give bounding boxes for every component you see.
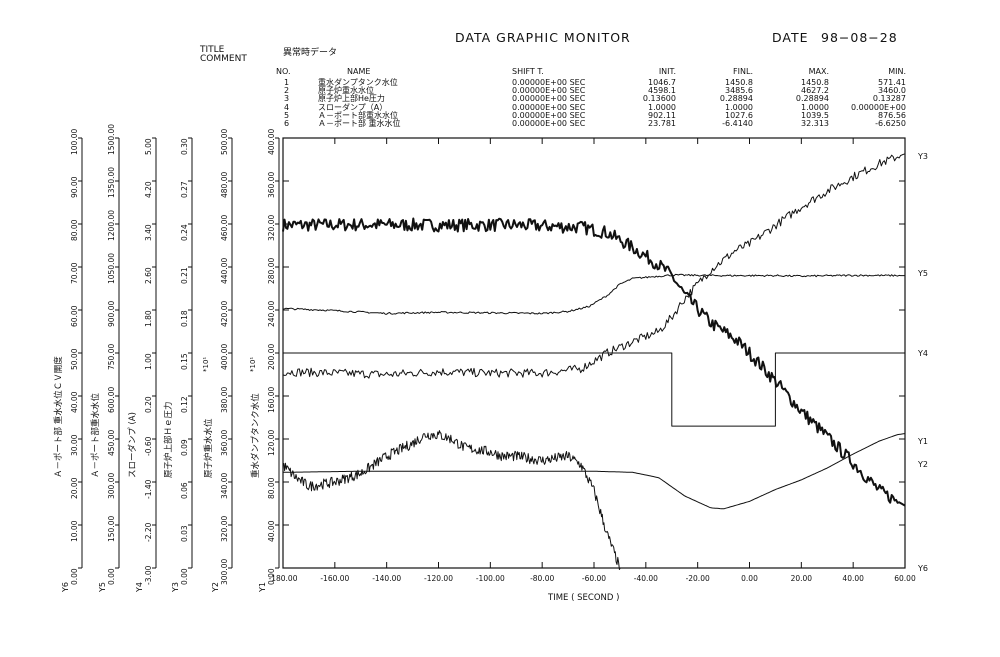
right-axis-label: Y5 (917, 269, 928, 278)
table-cell-r5-c1: Ａ－ポート部 重水水位 (318, 119, 401, 128)
series-line-y4 (283, 352, 905, 427)
table-cell-r2-c6: 0.13287 (872, 94, 906, 104)
table-cell-r5-c3: 23.781 (648, 119, 676, 128)
table-cell-r0-c2: 0.00000E+00 SEC (512, 78, 586, 87)
x-axis-label: TIME ( SECOND ) (548, 593, 620, 603)
x-tick-label: -100.00 (476, 574, 505, 583)
table-cell-r1-c1: 原子炉重水水位 (318, 86, 374, 96)
table-cell-r4-c2: 0.00000E+00 SEC (512, 110, 586, 120)
table-cell-r0-c1: 重水ダンプタンク水位 (318, 78, 398, 87)
table-cell-r4-c5: 1039.5 (801, 110, 829, 120)
table-cell-r4-c0: 5 (284, 110, 290, 120)
right-axis-label: Y3 (917, 152, 928, 161)
table-cell-r1-c4: 3485.6 (725, 86, 753, 96)
table-cell-r3-c3: 1.0000 (648, 102, 676, 112)
table-cell-r1-c5: 4627.2 (801, 86, 829, 96)
table-cell-r2-c3: 0.13600 (642, 94, 676, 104)
monitor-title: DATA GRAPHIC MONITOR (455, 30, 631, 45)
title-label: TITLE (200, 45, 225, 55)
comment-value: 異常時データ (283, 48, 338, 58)
x-tick-label: 40.00 (842, 574, 864, 583)
table-cell-r5-c2: 0.00000E+00 SEC (512, 119, 586, 128)
table-cell-r4-c1: Ａ－ポート部重水水位 (318, 110, 398, 120)
right-axis-label: Y4 (917, 349, 928, 358)
right-axis-label: Y2 (917, 460, 928, 469)
table-cell-r1-c2: 0.00000E+00 SEC (512, 86, 586, 96)
table-cell-r0-c0: 1 (284, 78, 290, 87)
table-header-6: MIN. (888, 67, 906, 76)
series-line-y2 (282, 217, 906, 507)
table-cell-r1-c6: 3460.0 (878, 86, 906, 96)
date-value: 98−08−28 (821, 30, 898, 45)
series-line-y6 (282, 430, 626, 570)
table-header-5: MAX. (808, 67, 829, 76)
x-tick-label: -160.00 (320, 574, 349, 583)
table-cell-r2-c2: 0.00000E+00 SEC (512, 94, 586, 104)
table-header-1: NAME (347, 67, 371, 76)
table-cell-r2-c0: 3 (284, 94, 290, 104)
right-axis-label: Y6 (917, 564, 928, 573)
table-header-4: FINL. (733, 67, 753, 76)
x-tick-label: -140.00 (372, 574, 401, 583)
date-label: DATE (772, 30, 809, 45)
table-cell-r2-c5: 0.28894 (795, 94, 829, 104)
table-cell-r3-c4: 1.0000 (725, 102, 753, 112)
table-cell-r0-c3: 1046.7 (648, 78, 676, 87)
table-cell-r1-c0: 2 (284, 86, 290, 96)
table-cell-r2-c1: 原子炉上部He圧力 (318, 94, 385, 104)
table-cell-r3-c0: 4 (284, 102, 290, 112)
series-line-y3 (282, 153, 906, 379)
table-cell-r5-c0: 6 (284, 119, 290, 128)
table-header-2: SHIFT T. (512, 67, 544, 76)
table-cell-r0-c4: 1450.8 (725, 78, 753, 87)
right-axis-label: Y1 (917, 437, 928, 446)
x-tick-label: -120.00 (424, 574, 453, 583)
x-tick-label: -40.00 (634, 574, 658, 583)
x-tick-label: -80.00 (530, 574, 554, 583)
table-cell-r5-c6: -6.6250 (875, 119, 906, 128)
table-header-3: INIT. (658, 67, 676, 76)
x-tick-label: 60.00 (894, 574, 916, 583)
x-tick-label: 20.00 (791, 574, 813, 583)
series-line-y5 (282, 273, 905, 315)
table-cell-r2-c4: 0.28894 (719, 94, 753, 104)
table-cell-r4-c6: 876.56 (878, 110, 906, 120)
table-cell-r4-c3: 902.11 (648, 110, 676, 120)
x-tick-label: -60.00 (582, 574, 606, 583)
table-cell-r0-c5: 1450.8 (801, 78, 829, 87)
series-line-y1 (283, 433, 906, 510)
x-tick-label: -20.00 (686, 574, 710, 583)
x-tick-label: 0.00 (741, 574, 758, 583)
table-cell-r3-c5: 1.0000 (801, 102, 829, 112)
table-cell-r3-c2: 0.00000E+00 SEC (512, 102, 586, 112)
table-cell-r3-c6: 0.00000E+00 (850, 102, 906, 112)
table-cell-r1-c3: 4598.1 (648, 86, 676, 96)
table-cell-r0-c6: 571.41 (878, 78, 906, 87)
table-header-0: NO. (276, 67, 291, 76)
comment-label: COMMENT (200, 54, 247, 64)
table-cell-r3-c1: スローダンプ（A） (318, 102, 388, 112)
x-tick-label: -180.00 (269, 574, 298, 583)
table-cell-r4-c4: 1027.6 (725, 110, 753, 120)
table-cell-r5-c4: -6.4140 (722, 119, 753, 128)
table-cell-r5-c5: 32.313 (801, 119, 829, 128)
